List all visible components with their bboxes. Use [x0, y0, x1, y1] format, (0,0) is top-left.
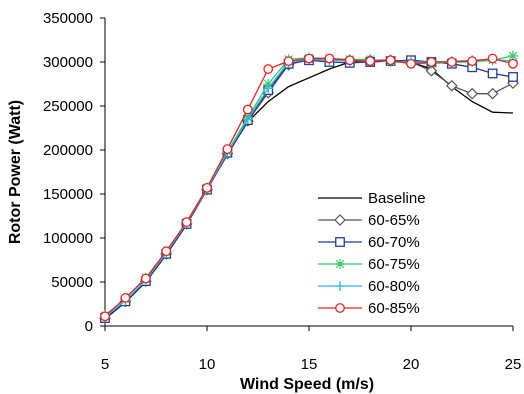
data-point — [466, 87, 479, 100]
series-2 — [99, 53, 519, 324]
data-point — [161, 246, 172, 257]
series-line — [104, 59, 514, 320]
data-point — [324, 53, 335, 64]
y-tick-label: 300000 — [43, 54, 93, 71]
data-point — [283, 56, 294, 67]
legend-swatch-marker — [334, 214, 346, 226]
legend-item: 60-70% — [318, 234, 420, 251]
data-point — [406, 58, 416, 69]
x-axis-title: Wind Speed (m/s) — [240, 376, 374, 393]
data-point — [467, 56, 478, 67]
data-point — [508, 58, 518, 69]
data-point — [181, 217, 192, 228]
x-tick-label: 20 — [403, 356, 420, 373]
data-point — [140, 273, 151, 284]
x-tick-label: 15 — [301, 356, 318, 373]
legend-item: Baseline — [318, 190, 426, 207]
data-point — [365, 56, 376, 67]
y-tick-label: 0 — [85, 318, 93, 335]
legend-swatch-marker — [335, 259, 345, 269]
tick-labels: 0 50000 100000 150000 200000 250000 300000 3500… — [43, 10, 521, 373]
legend-item: 60-85% — [318, 300, 420, 317]
data-point — [242, 114, 253, 125]
data-point — [446, 57, 457, 67]
data-point — [508, 72, 518, 82]
data-point — [487, 53, 498, 64]
series-line — [104, 57, 514, 317]
x-tick-label: 25 — [505, 356, 522, 373]
legend-item: 60-75% — [318, 256, 420, 273]
legend-swatch-marker — [335, 303, 345, 313]
series-line — [104, 59, 514, 319]
data-point — [100, 311, 110, 322]
series-4 — [100, 50, 518, 321]
legend-label: 60-70% — [368, 234, 420, 251]
data-point — [445, 79, 458, 92]
axes — [100, 17, 514, 331]
data-point — [263, 64, 274, 74]
data-point — [304, 53, 314, 64]
series-layer — [99, 50, 519, 324]
y-tick-label: 50000 — [51, 274, 93, 291]
data-point — [426, 57, 437, 67]
series-3 — [100, 55, 518, 323]
legend-item: 60-80% — [318, 278, 420, 295]
series-5 — [100, 54, 518, 323]
y-tick-label: 100000 — [43, 230, 93, 247]
legend-label: 60-65% — [368, 212, 420, 229]
series-line — [104, 58, 514, 318]
data-point — [486, 87, 499, 100]
series-line — [104, 55, 514, 316]
y-axis-title: Rotor Power (Watt) — [7, 100, 24, 244]
data-point — [487, 68, 498, 79]
legend-swatch-marker — [335, 237, 345, 247]
data-point — [263, 83, 274, 94]
legend-label: 60-85% — [368, 300, 420, 317]
legend-label: Baseline — [368, 190, 426, 207]
data-point — [344, 55, 355, 66]
y-tick-label: 250000 — [43, 98, 93, 115]
x-tick-label: 5 — [101, 356, 109, 373]
data-point — [202, 182, 212, 193]
data-point — [242, 104, 253, 115]
legend-label: 60-75% — [368, 256, 420, 273]
legend-label: 60-80% — [368, 278, 420, 295]
y-tick-label: 150000 — [43, 186, 93, 203]
legend: Baseline 60-65% 60-70% 60-75% 60-80% 60-85% — [318, 190, 426, 317]
data-point — [222, 144, 233, 155]
series-line — [104, 58, 514, 319]
series-1 — [104, 59, 514, 320]
legend-item: 60-65% — [318, 212, 420, 229]
data-point — [508, 50, 518, 61]
data-point — [425, 64, 438, 77]
data-point — [120, 292, 131, 303]
y-tick-label: 200000 — [43, 142, 93, 159]
y-tick-label: 350000 — [43, 10, 93, 27]
series-6 — [100, 53, 518, 322]
legend-swatch-marker — [335, 281, 345, 291]
x-tick-label: 10 — [199, 356, 216, 373]
data-point — [385, 55, 396, 66]
